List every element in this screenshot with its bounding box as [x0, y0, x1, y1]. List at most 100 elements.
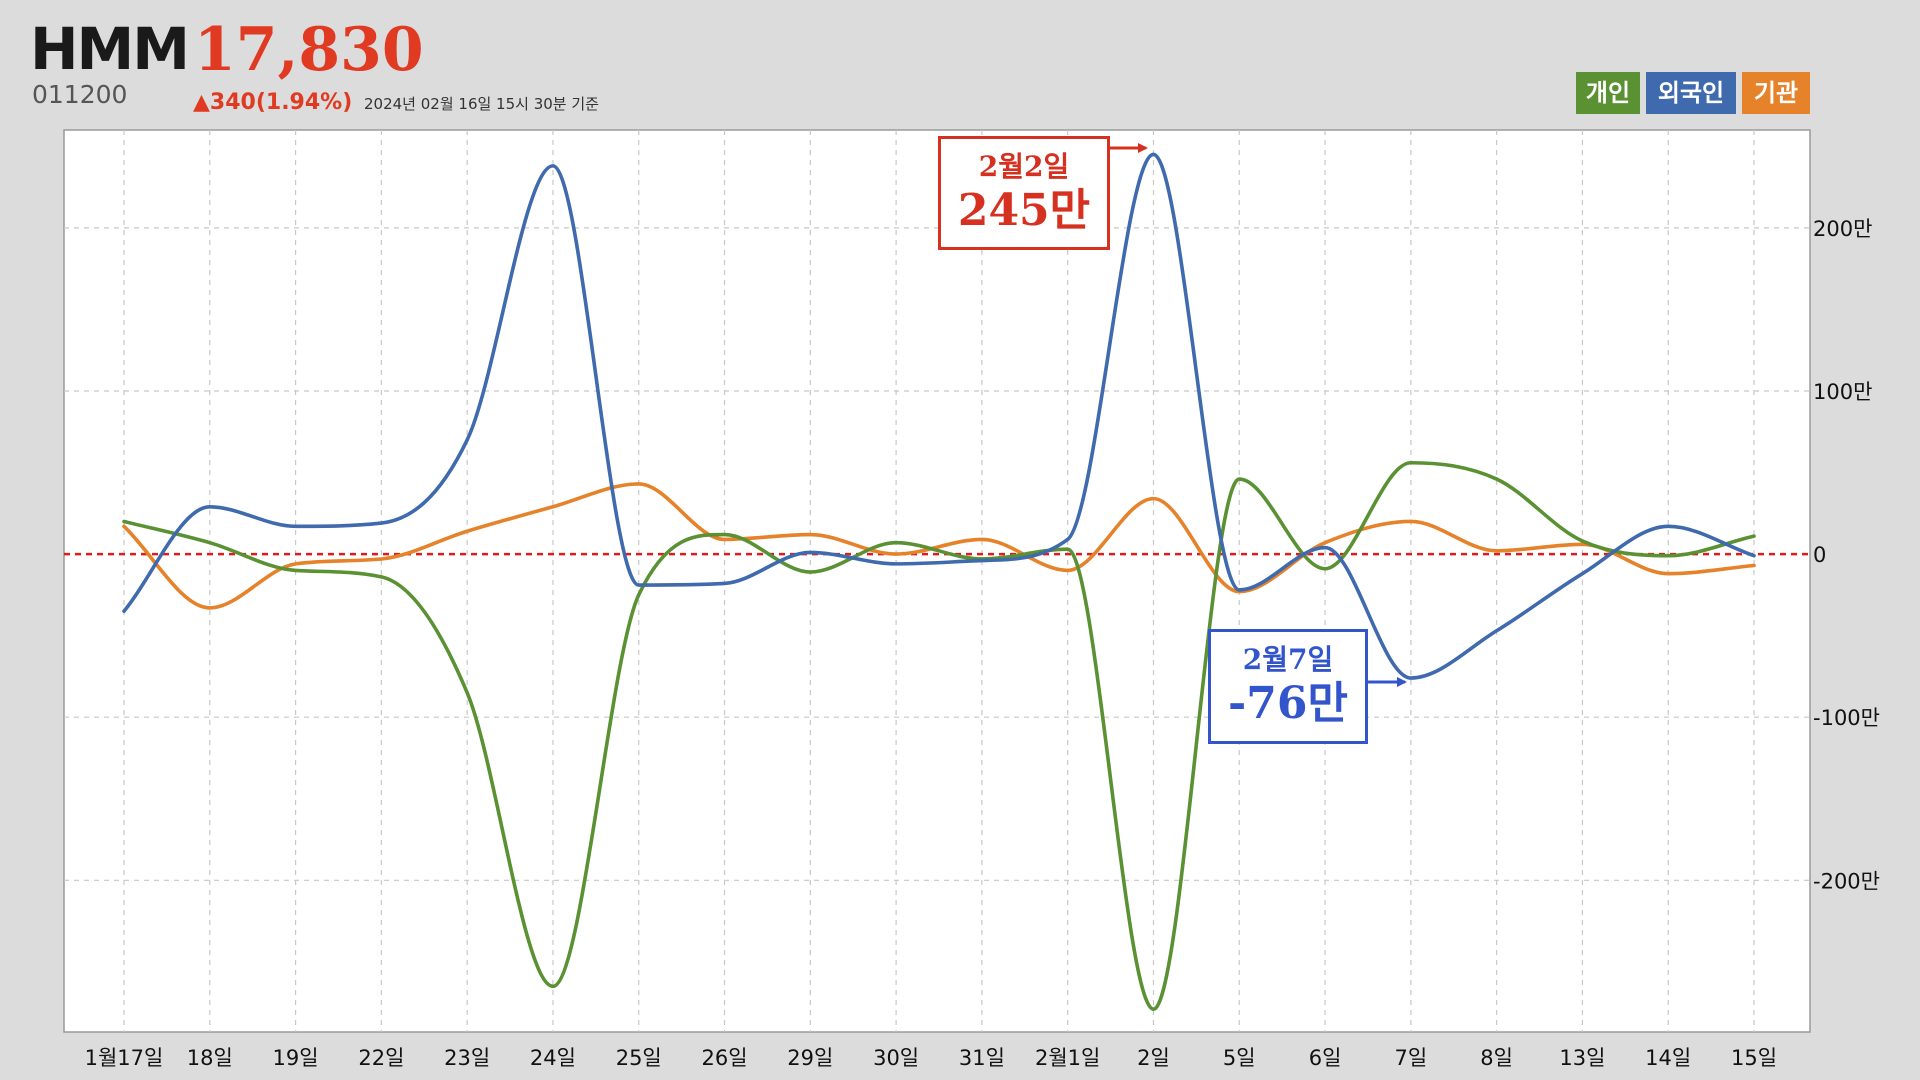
legend-label: 기관	[1753, 79, 1799, 107]
data-point	[808, 570, 812, 574]
data-point	[1066, 547, 1070, 551]
x-axis: 1월17일 18일 19일 22일 23일 24일 25일 26일 29일 30일 31일 2월1일 2…	[85, 1046, 1777, 1070]
data-point	[1580, 572, 1584, 576]
data-point	[808, 550, 812, 554]
series-group	[122, 152, 1756, 1011]
data-point	[1151, 152, 1155, 156]
data-point	[379, 575, 383, 579]
x-tick-label: 2일	[1137, 1046, 1170, 1070]
x-tick-label: 29일	[787, 1046, 833, 1070]
y-tick-label: 100만	[1813, 380, 1872, 404]
grid	[64, 130, 1810, 1032]
y-tick-label: -100만	[1813, 706, 1880, 730]
data-point	[294, 524, 298, 528]
data-point	[1666, 572, 1670, 576]
data-point	[294, 562, 298, 566]
data-point	[1495, 549, 1499, 553]
x-tick-label: 2월1일	[1035, 1046, 1100, 1070]
header: HMM 17,830 011200 ▲340(1.94%) 2024년 02월 …	[0, 0, 1920, 130]
legend-item-foreign[interactable]: 외국인	[1646, 72, 1736, 114]
data-point	[1151, 1007, 1155, 1011]
series-line	[122, 152, 1756, 680]
data-point	[208, 541, 212, 545]
x-tick-label: 14일	[1645, 1046, 1691, 1070]
data-point	[294, 568, 298, 572]
data-point	[1323, 567, 1327, 571]
data-point	[1580, 539, 1584, 543]
data-point	[894, 541, 898, 545]
data-point	[122, 519, 126, 523]
x-tick-label: 7일	[1394, 1046, 1427, 1070]
x-tick-label: 13일	[1559, 1046, 1605, 1070]
data-point	[808, 533, 812, 537]
data-point	[723, 581, 727, 585]
plot-area	[63, 129, 1811, 1033]
data-point	[1323, 546, 1327, 550]
data-point	[1666, 524, 1670, 528]
data-point	[465, 529, 469, 533]
callout-peak-value: 245만	[957, 185, 1091, 236]
data-point	[379, 521, 383, 525]
data-point	[379, 557, 383, 561]
data-point	[122, 524, 126, 528]
stock-code: 011200	[32, 80, 128, 109]
series-line	[122, 482, 1756, 610]
data-point	[894, 552, 898, 556]
data-point	[208, 505, 212, 509]
x-tick-label: 30일	[873, 1046, 919, 1070]
x-tick-label: 8일	[1480, 1046, 1513, 1070]
legend-label: 개인	[1585, 79, 1631, 107]
data-point	[1409, 676, 1413, 680]
data-point	[551, 505, 555, 509]
data-point	[1666, 554, 1670, 558]
x-tick-label: 18일	[187, 1046, 233, 1070]
legend-label: 외국인	[1657, 79, 1725, 107]
y-tick-label: -200만	[1813, 869, 1880, 893]
x-tick-label: 15일	[1731, 1046, 1777, 1070]
data-point	[551, 164, 555, 168]
data-point	[122, 609, 126, 613]
price-change: ▲340(1.94%)	[193, 90, 353, 115]
data-point	[1495, 477, 1499, 481]
callout-trough: 2월7일 -76만	[1208, 629, 1368, 744]
timestamp-note: 2024년 02월 16일 15시 30분 기준	[364, 95, 599, 113]
data-point	[1752, 534, 1756, 538]
data-point	[1409, 461, 1413, 465]
x-tick-label: 6일	[1309, 1046, 1342, 1070]
stock-name: HMM	[30, 15, 190, 83]
x-tick-label: 5일	[1223, 1046, 1256, 1070]
data-point	[980, 559, 984, 563]
data-point	[1752, 554, 1756, 558]
legend-item-institution[interactable]: 기관	[1742, 72, 1810, 114]
data-point	[723, 537, 727, 541]
data-point	[637, 583, 641, 587]
stock-price: 17,830	[194, 15, 424, 85]
data-point	[637, 593, 641, 597]
data-point	[1752, 564, 1756, 568]
callout-peak: 2월2일 245만	[938, 136, 1110, 250]
x-tick-label: 1월17일	[85, 1046, 164, 1070]
data-point	[1323, 541, 1327, 545]
data-point	[723, 533, 727, 537]
data-point	[894, 562, 898, 566]
series-line	[122, 460, 1756, 1011]
data-point	[208, 606, 212, 610]
data-point	[1409, 519, 1413, 523]
x-tick-label: 23일	[444, 1046, 490, 1070]
data-point	[1237, 588, 1241, 592]
x-tick-label: 22일	[358, 1046, 404, 1070]
callout-trough-date: 2월7일	[1242, 643, 1334, 676]
y-tick-label: 0	[1813, 543, 1826, 567]
data-point	[980, 537, 984, 541]
chart-legend: 개인 외국인 기관	[1576, 72, 1810, 114]
callout-peak-date: 2월2일	[978, 150, 1070, 183]
legend-item-individual[interactable]: 개인	[1576, 72, 1640, 114]
data-point	[551, 984, 555, 988]
x-tick-label: 31일	[959, 1046, 1005, 1070]
x-tick-label: 19일	[273, 1046, 319, 1070]
y-tick-label: 200만	[1813, 217, 1872, 241]
data-point	[637, 482, 641, 486]
data-point	[1151, 497, 1155, 501]
x-tick-label: 25일	[616, 1046, 662, 1070]
x-tick-label: 26일	[702, 1046, 748, 1070]
